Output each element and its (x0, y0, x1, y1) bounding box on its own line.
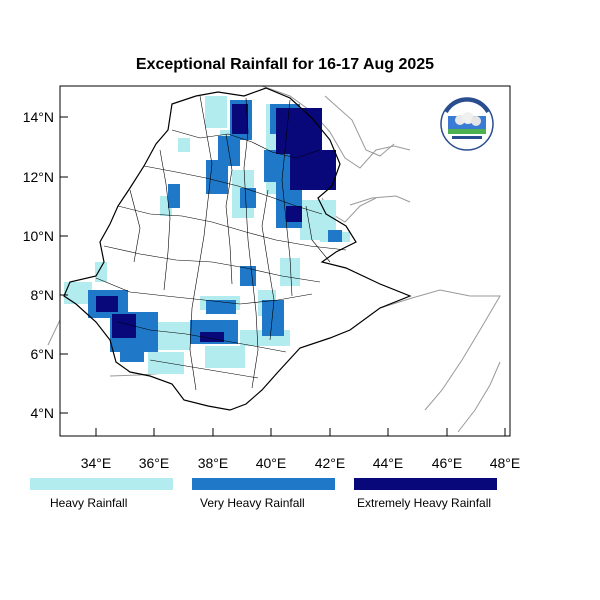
lon-tick-label: 48°E (490, 455, 521, 471)
lat-axis (60, 116, 68, 414)
lon-tick-label: 44°E (373, 455, 404, 471)
lon-tick-label: 36°E (139, 455, 170, 471)
legend-label-extreme: Extremely Heavy Rainfall (357, 496, 492, 510)
agency-logo (440, 97, 494, 151)
lon-tick-label: 40°E (256, 455, 287, 471)
lon-axis (95, 428, 506, 436)
legend-label-heavy: Heavy Rainfall (50, 496, 128, 510)
legend-swatch-heavy (30, 478, 173, 490)
lon-tick-label: 38°E (198, 455, 229, 471)
map-title: Exceptional Rainfall for 16-17 Aug 2025 (135, 56, 435, 73)
lat-tick-label: 14°N (23, 109, 54, 125)
lat-tick-label: 8°N (31, 287, 55, 303)
lat-tick-label: 12°N (23, 169, 54, 185)
lon-tick-label: 46°E (432, 455, 463, 471)
admin-boundaries (95, 95, 347, 391)
lat-tick-label: 4°N (31, 405, 55, 421)
legend-label-very-heavy: Very Heavy Rainfall (200, 496, 305, 510)
lon-tick-label: 34°E (81, 455, 112, 471)
lon-tick-label: 42°E (315, 455, 346, 471)
lat-tick-label: 10°N (23, 228, 54, 244)
legend-swatch-extreme (354, 478, 497, 490)
rainfall-extreme-areas (96, 104, 336, 342)
plot-frame (59, 85, 511, 437)
legend-swatch-very-heavy (192, 478, 335, 490)
neighbor-borders (47, 85, 501, 433)
country-outline (63, 87, 412, 411)
lat-tick-label: 6°N (31, 346, 55, 362)
